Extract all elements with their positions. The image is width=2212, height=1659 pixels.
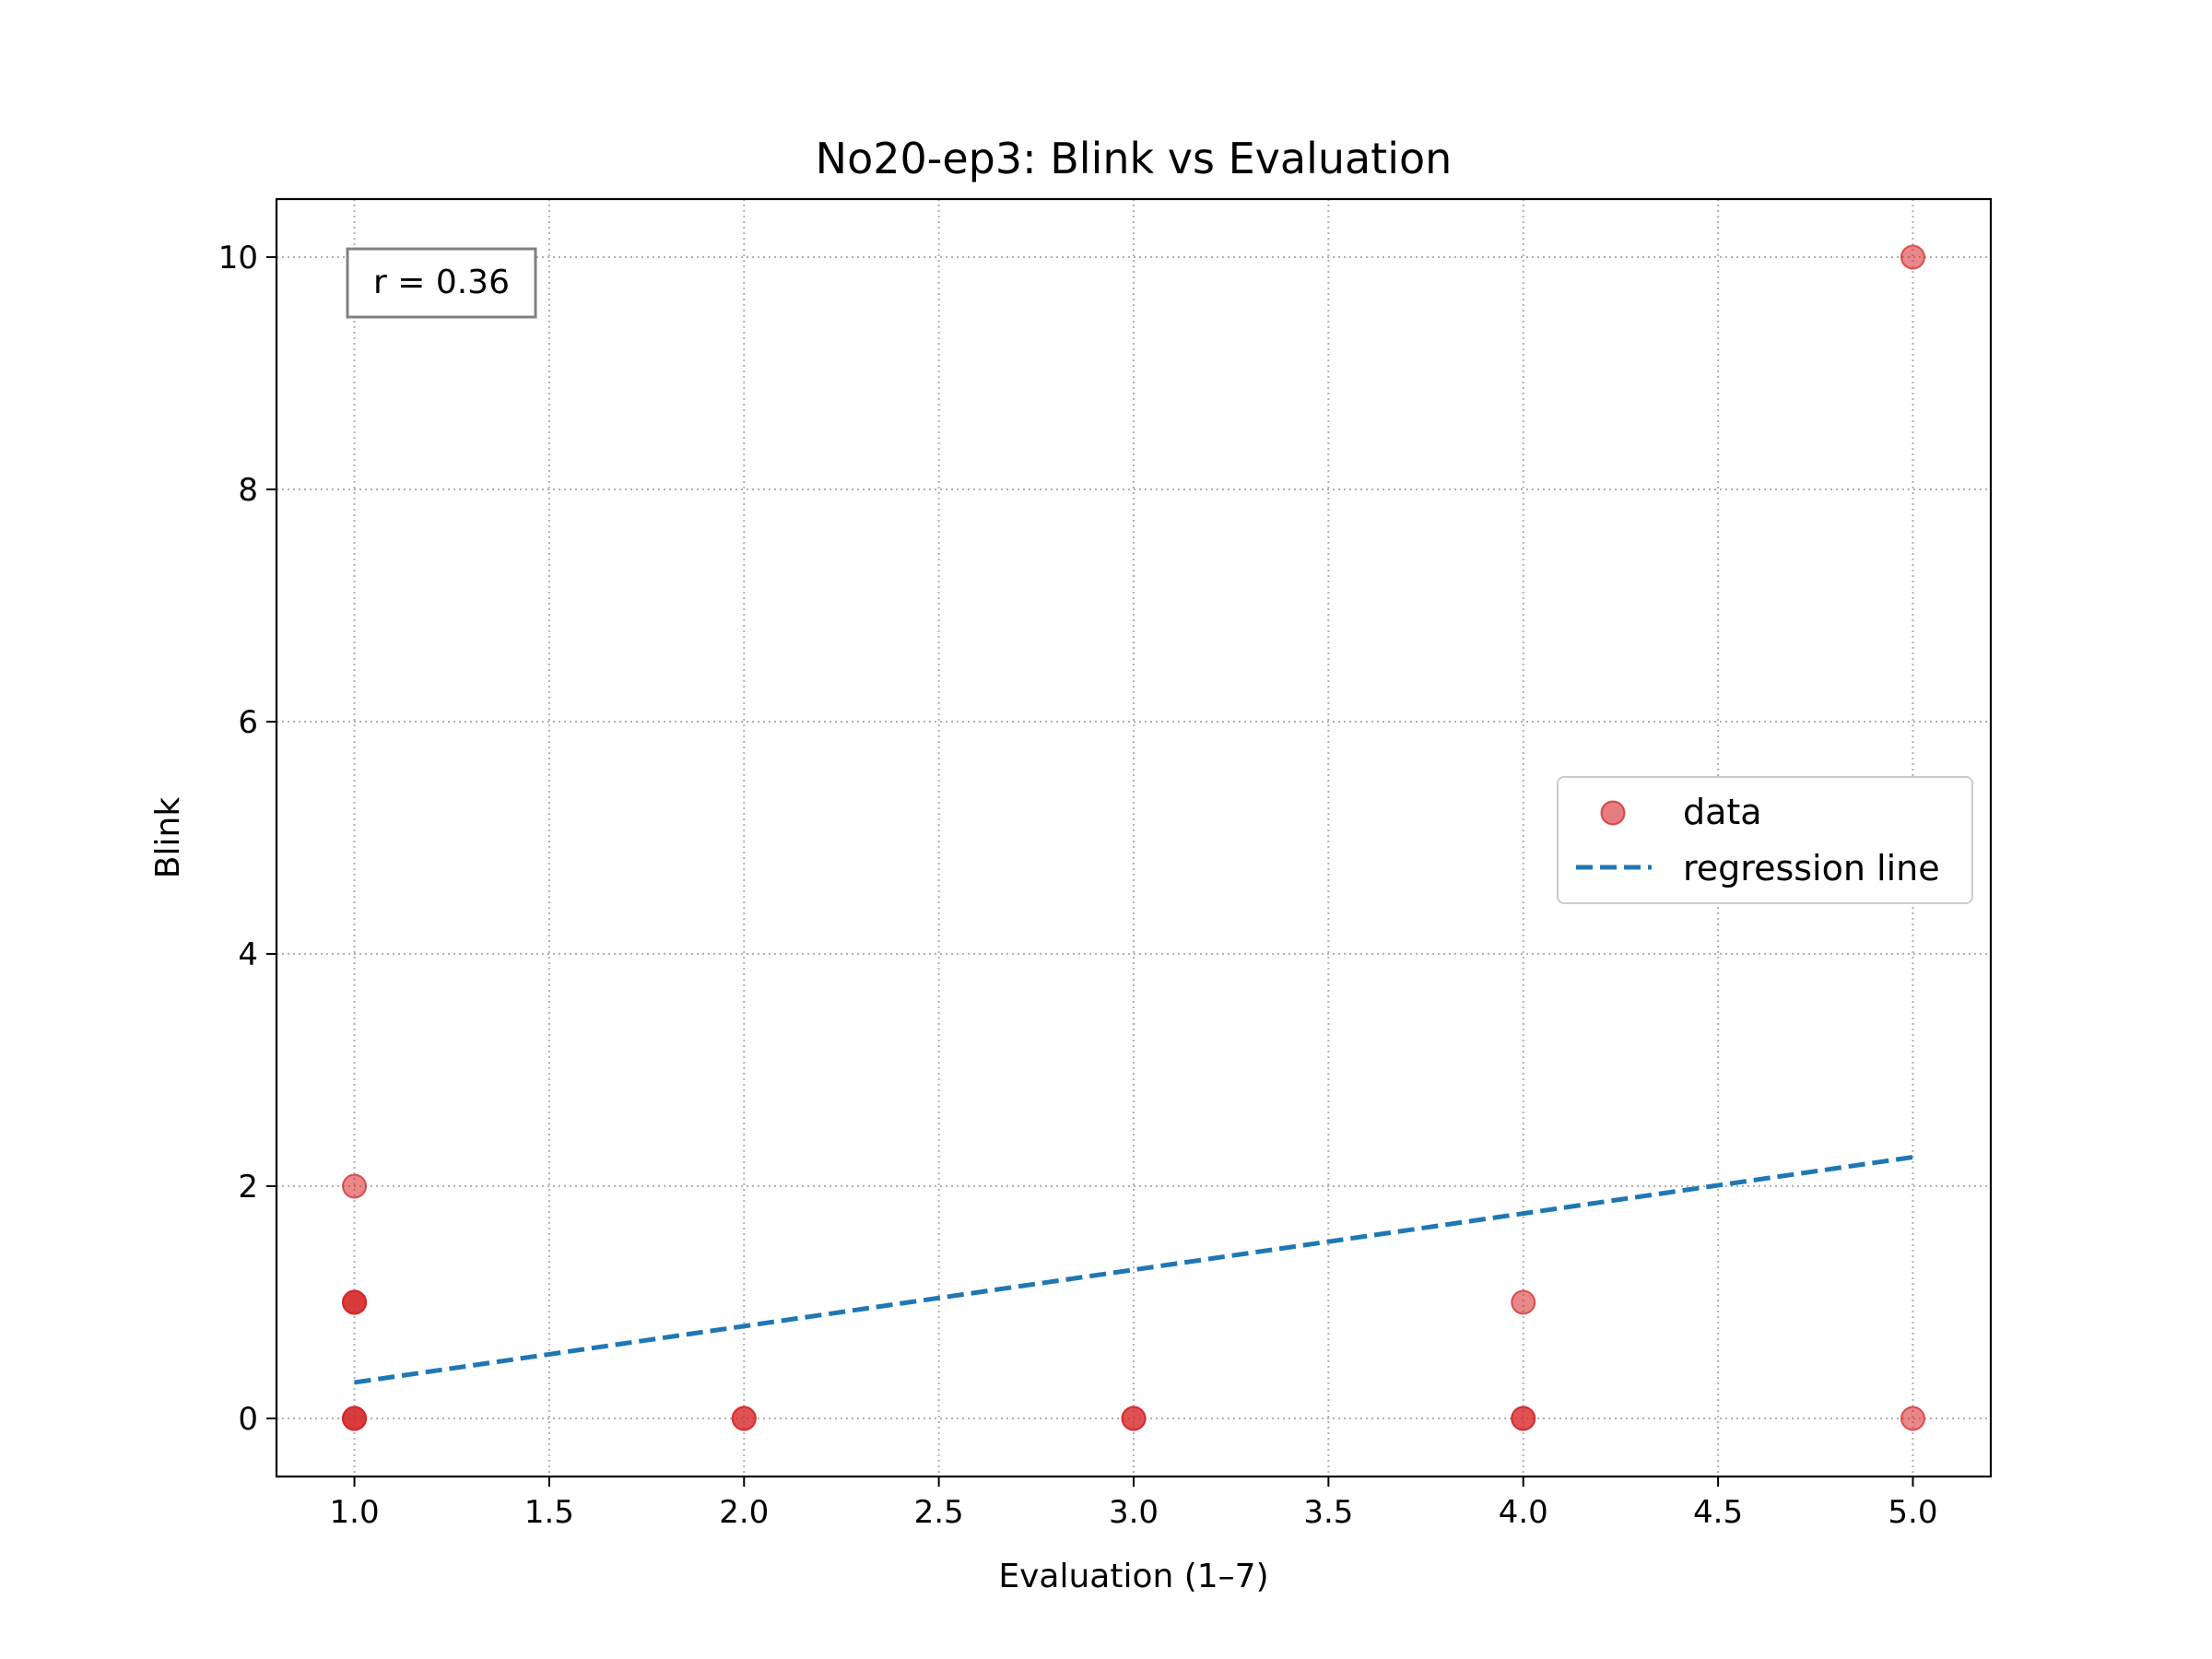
x-tick-label: 2.0 — [719, 1494, 769, 1531]
data-point — [1900, 244, 1925, 270]
data-point — [342, 1289, 368, 1315]
y-tick-label: 0 — [238, 1401, 258, 1438]
legend: data regression line — [1557, 776, 1973, 904]
marks — [342, 244, 1925, 1431]
x-tick-label: 2.5 — [914, 1494, 964, 1531]
x-tick-label: 4.0 — [1499, 1494, 1548, 1531]
legend-label-regression: regression line — [1683, 848, 1940, 888]
y-tick-label: 10 — [218, 240, 258, 276]
annotation-text: r = 0.36 — [373, 264, 510, 301]
x-tick-label: 1.5 — [524, 1494, 574, 1531]
x-tick-label: 3.0 — [1109, 1494, 1159, 1531]
x-tick-label: 4.5 — [1693, 1494, 1743, 1531]
legend-box — [1557, 776, 1973, 904]
data-point — [342, 1173, 368, 1199]
x-tick-label: 5.0 — [1888, 1494, 1937, 1531]
annotation-box — [346, 247, 537, 319]
data-point — [1121, 1406, 1147, 1431]
legend-marker-data — [1600, 800, 1626, 826]
data-point — [1511, 1289, 1536, 1315]
data-point — [731, 1406, 757, 1431]
correlation-annotation: r = 0.36 — [346, 247, 537, 319]
x-tick-label: 3.5 — [1303, 1494, 1353, 1531]
y-axis-label: Blink — [149, 797, 187, 879]
y-tick-label: 6 — [238, 704, 258, 741]
y-tick-label: 4 — [238, 936, 258, 973]
data-point — [1900, 1406, 1925, 1431]
y-tick-label: 2 — [238, 1169, 258, 1206]
data-point — [342, 1406, 368, 1431]
legend-label-data: data — [1683, 792, 1762, 832]
ticks: 1.0 1.5 2.0 2.5 3.0 3.5 4.0 4.5 5.0 0 2 4 6 8 10 — [218, 240, 1938, 1531]
y-tick-label: 8 — [238, 472, 258, 509]
x-axis-label: Evaluation (1–7) — [998, 1558, 1268, 1595]
chart-title: No20-ep3: Blink vs Evaluation — [816, 134, 1453, 183]
x-tick-label: 1.0 — [330, 1494, 380, 1531]
data-point — [1511, 1406, 1536, 1431]
